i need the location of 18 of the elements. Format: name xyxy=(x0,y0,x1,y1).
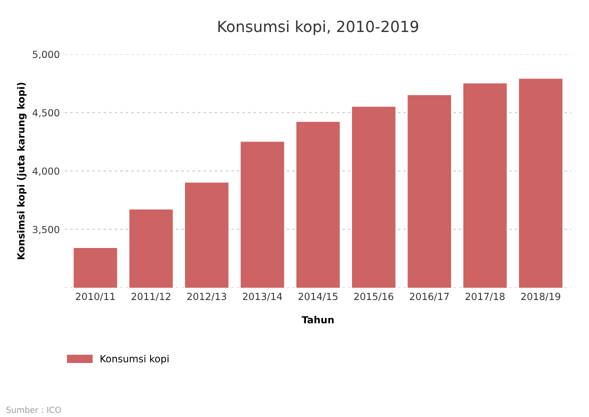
x-tick-label: 2016/17 xyxy=(410,292,449,301)
x-tick-label: 2015/16 xyxy=(354,292,394,301)
x-tick-label: 2010/11 xyxy=(76,292,115,301)
x-tick-label: 2011/12 xyxy=(132,292,170,301)
legend-label: Konsumsi kopi xyxy=(100,354,168,364)
y-tick-label: 5,000 xyxy=(32,50,60,60)
x-tick-label: 2012/13 xyxy=(187,292,226,301)
y-tick-label: 4,000 xyxy=(32,167,60,176)
text: Sumber : ICO xyxy=(6,406,61,413)
y-tick-label: 3,500 xyxy=(32,226,60,234)
x-tick-label: 2013/14 xyxy=(242,292,282,301)
y-tick-label: 4,500 xyxy=(32,109,60,118)
x-tick-label: 2018/19 xyxy=(521,292,560,301)
x-axis-title: Tahun xyxy=(302,316,334,324)
x-tick-label: 2014/15 xyxy=(298,292,338,301)
chart-title: Konsumsi kopi, 2010-2019 xyxy=(218,20,418,36)
x-tick-label: 2017/18 xyxy=(466,292,505,301)
y-axis-title: Konsimsi kopi (juta karung kopi) xyxy=(17,82,27,260)
